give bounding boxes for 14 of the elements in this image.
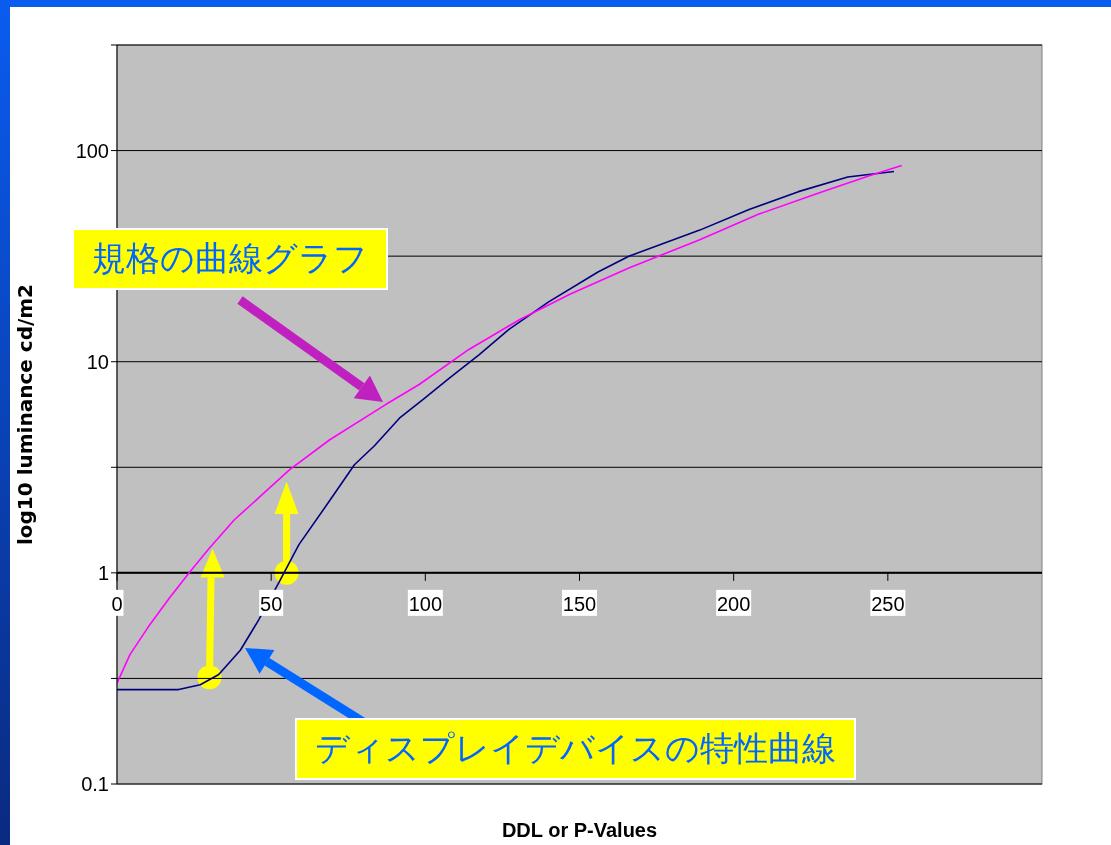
y-tick-label: 1 [97, 561, 109, 584]
y-tick-label: 0.1 [81, 773, 109, 796]
y-axis-title: log10 luminance cd/m2 [13, 283, 38, 546]
x-tick-label: 50 [260, 592, 283, 615]
x-tick-label: 100 [408, 592, 443, 615]
y-tick-label: 10 [86, 350, 109, 373]
x-tick-label: 0 [111, 592, 123, 615]
annotation: 規格の曲線グラフ [72, 228, 388, 290]
x-tick-label: 250 [871, 592, 905, 615]
y-tick-label: 100 [75, 139, 109, 162]
x-tick-label: 150 [562, 592, 597, 615]
x-axis-title: DDL or P-Values [501, 819, 658, 841]
x-tick-label: 200 [716, 592, 751, 615]
annotation: ディスプレイデバイスの特性曲線 [295, 718, 856, 780]
